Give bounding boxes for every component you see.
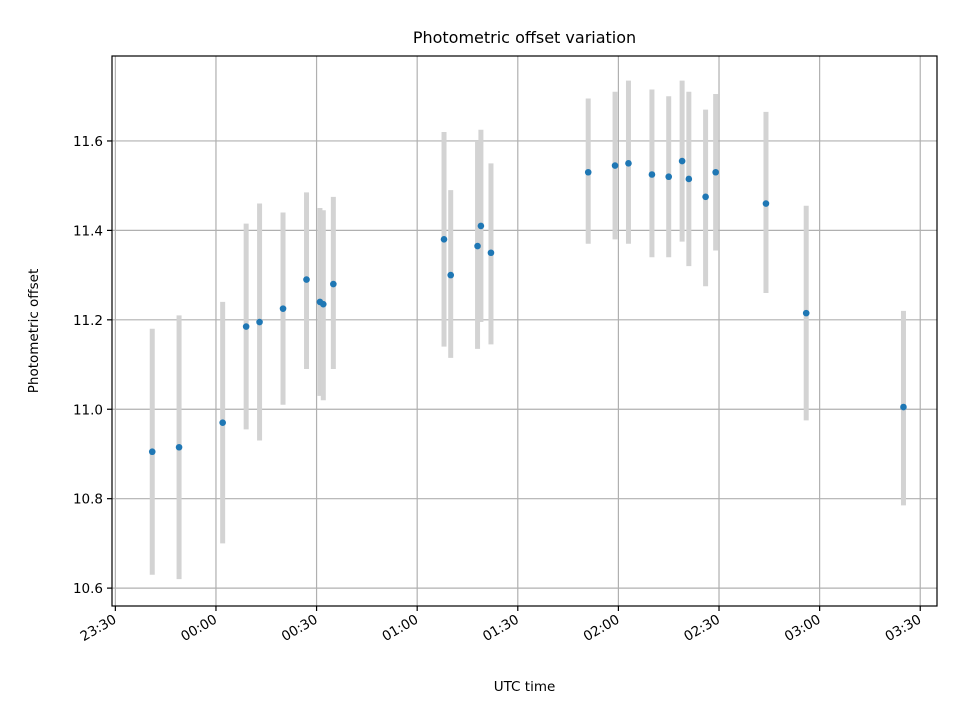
data-point [685,175,693,183]
data-point [279,305,287,312]
data-point [303,276,310,283]
data-point [319,300,327,308]
data-point [648,171,656,178]
point-layer [148,157,907,456]
y-tick-label: 11.2 [73,313,103,329]
y-tick-label: 11.0 [73,402,103,418]
chart-title: Photometric offset variation [413,28,636,47]
y-axis-label: Photometric offset [26,269,42,393]
data-point [900,403,907,411]
data-point [702,193,709,201]
y-tick-label: 10.6 [73,581,103,597]
data-point [625,160,632,167]
data-point [242,323,250,330]
data-point [330,280,337,288]
grid-layer [112,56,937,606]
data-point [148,448,156,456]
y-tick-label: 11.6 [73,134,103,150]
data-point [477,222,485,230]
data-point [762,200,770,207]
data-point [487,249,495,257]
data-point [712,168,719,176]
data-point [219,419,226,426]
data-point [447,271,455,279]
data-point [474,242,481,250]
data-point [175,443,183,451]
data-point [440,236,448,243]
data-point [665,173,673,181]
y-tick-label: 10.8 [73,492,103,508]
data-point [678,157,686,165]
data-point [802,309,810,317]
data-point [256,318,263,326]
data-point [584,168,592,176]
plot-frame [111,55,938,607]
data-point [611,162,619,169]
y-tick-label: 11.4 [73,223,103,239]
x-axis-label: UTC time [494,679,556,695]
